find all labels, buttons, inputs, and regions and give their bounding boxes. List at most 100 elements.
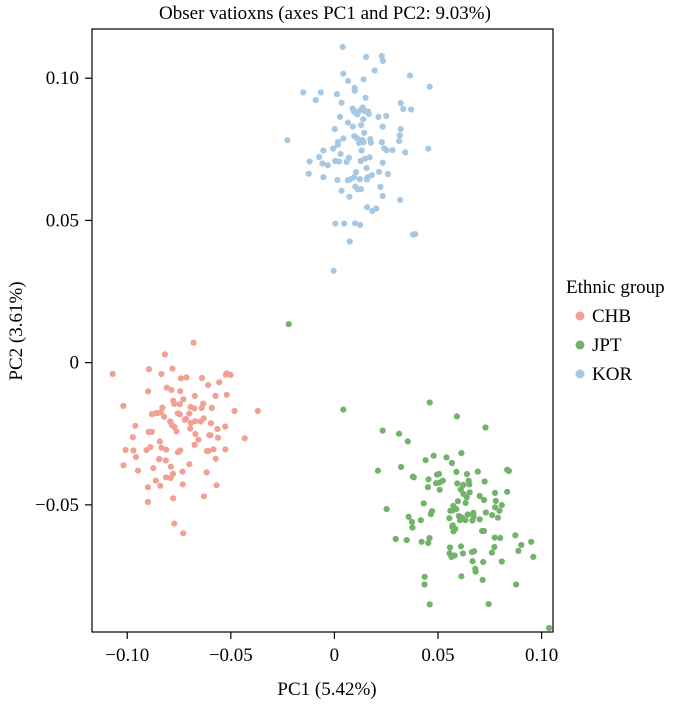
data-point [167,418,174,425]
data-point [241,435,248,442]
chart-title: Obser vatioxns (axes PC1 and PC2: 9.03%) [159,3,491,24]
data-point [170,397,177,404]
data-point [425,145,432,152]
x-tick-label: −0.10 [105,645,149,666]
data-point [421,581,428,588]
data-point [200,400,207,407]
data-point [398,463,405,471]
plot-frame [91,28,554,633]
data-point [187,403,194,411]
data-point [491,543,498,551]
data-point [422,457,429,464]
data-point [384,171,391,178]
data-point [474,468,481,475]
data-point [397,99,404,107]
data-point [177,447,184,454]
data-point [213,482,220,489]
data-point [360,116,367,123]
data-point [397,126,404,133]
data-point [482,509,489,516]
data-point [357,157,364,165]
data-point [144,484,151,491]
data-point [358,147,365,154]
data-point [374,467,381,474]
data-point [433,480,440,487]
data-point [383,506,390,513]
data-point [518,541,525,549]
data-point [430,452,437,459]
data-point [378,139,385,146]
data-point [546,624,553,632]
x-tick-label: 0.05 [421,645,454,666]
data-point [330,267,337,274]
data-point [338,187,345,194]
legend-swatch [575,369,585,379]
data-point [476,492,483,500]
data-point [340,70,347,77]
data-point [512,532,519,539]
data-point [378,52,385,60]
data-point [223,391,230,398]
data-point [231,407,238,415]
data-point [458,573,465,580]
data-point [410,474,417,481]
data-point [330,145,337,152]
data-point [466,489,473,496]
legend-label: KOR [592,364,632,385]
plot-points [109,43,553,632]
data-point [179,468,186,475]
data-point [312,97,319,104]
legend-item-jpt: JPT [575,335,622,356]
data-point [349,123,356,130]
data-point [180,396,187,403]
data-point [254,407,261,415]
data-point [439,477,446,484]
data-point [176,401,183,408]
data-point [420,500,427,507]
data-point [132,422,139,429]
y-tick-label: 0.05 [46,210,79,231]
data-point [379,123,386,130]
data-point [212,455,219,462]
data-point [369,207,376,215]
data-point [332,220,339,227]
data-point [403,537,410,544]
data-point [364,204,371,211]
data-point [491,534,498,541]
data-point [191,441,198,448]
data-point [426,83,433,90]
data-point [424,484,431,491]
data-point [396,430,403,437]
data-point [472,565,479,573]
data-point [207,432,214,439]
data-point [389,147,396,154]
data-point [359,136,366,143]
data-point [379,159,386,166]
data-point [454,498,461,505]
data-point [222,446,229,453]
data-point [134,467,142,474]
data-point [352,169,360,176]
data-point [375,113,382,120]
data-point [352,183,359,190]
data-point [334,176,341,184]
data-point [320,174,327,181]
x-tick-label: −0.05 [209,645,253,666]
data-point [492,497,499,504]
data-point [452,525,459,532]
data-point [163,384,170,391]
data-point [447,507,454,514]
data-point [336,113,344,120]
x-axis-label: PC1 (5.42%) [277,679,376,700]
data-point [464,511,471,518]
data-point [341,220,348,227]
data-point [455,512,462,520]
data-point [481,478,488,485]
data-point [480,496,488,504]
data-point [284,137,291,144]
data-point [425,476,432,483]
data-point [130,447,137,454]
data-point [513,581,520,588]
data-point [379,57,386,64]
data-point [482,424,489,431]
